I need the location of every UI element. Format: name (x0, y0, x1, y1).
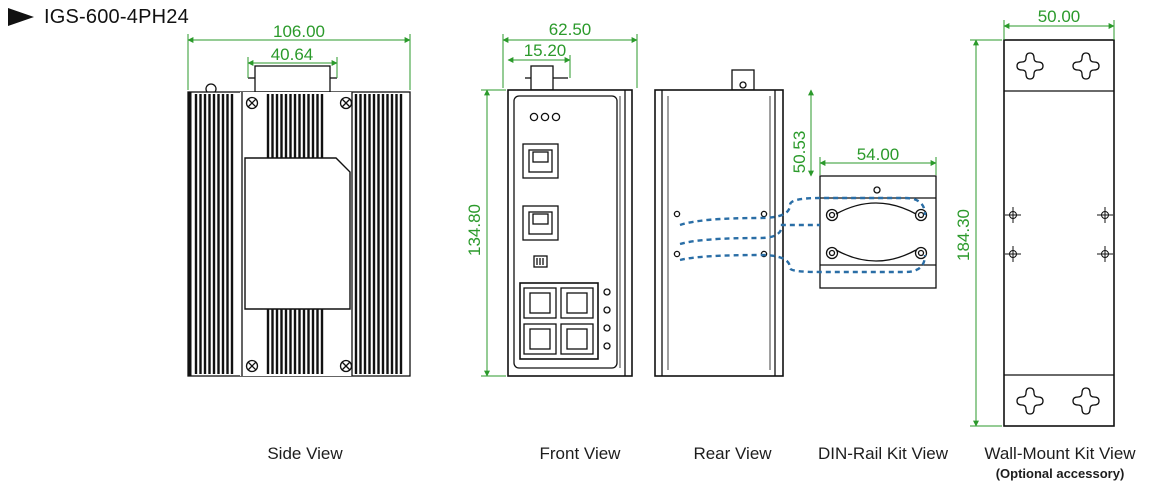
dim-wall-width: 50.00 (1038, 7, 1081, 26)
side-dimensions (187, 34, 411, 90)
dim-front-top-offset: 15.20 (524, 41, 567, 60)
dim-front-height: 134.80 (465, 204, 484, 256)
caption-optional-accessory: (Optional accessory) (995, 466, 1125, 481)
dim-wall-height: 184.30 (954, 209, 973, 261)
rear-view-drawing (654, 69, 784, 377)
caption-din-rail-view: DIN-Rail Kit View (817, 444, 949, 463)
caption-rear-view: Rear View (693, 444, 772, 463)
din-dimensions (808, 89, 937, 177)
side-view-drawing (187, 65, 411, 377)
din-rail-view-drawing (819, 175, 937, 289)
rj45-port-icon (522, 143, 559, 241)
caption-side-view: Side View (267, 444, 343, 463)
wall-dimensions (970, 20, 1115, 427)
poe-port-block-icon (519, 282, 599, 360)
dim-din-width: 54.00 (857, 145, 900, 164)
model-title: IGS-600-4PH24 (8, 2, 189, 32)
front-dimensions (481, 34, 638, 377)
play-arrow-icon (8, 8, 34, 26)
side-cooling-fins-left (194, 94, 234, 374)
screw-icon (245, 96, 353, 373)
caption-wall-mount-view: Wall-Mount Kit View (984, 444, 1136, 463)
screw-hole-icon (1005, 207, 1113, 262)
wall-mount-view-drawing (1003, 39, 1115, 427)
din-rail-connector-lines (679, 196, 927, 274)
model-name: IGS-600-4PH24 (44, 5, 189, 28)
caption-front-view: Front View (539, 444, 621, 463)
dim-side-width: 106.00 (273, 22, 325, 41)
mounting-hole-icon (1016, 52, 1100, 415)
front-view-drawing (507, 65, 633, 377)
dim-side-connector-width: 40.64 (271, 45, 314, 64)
side-cooling-fins-right (354, 94, 403, 374)
dim-din-offset: 50.53 (790, 131, 809, 174)
dim-front-width: 62.50 (549, 20, 592, 39)
